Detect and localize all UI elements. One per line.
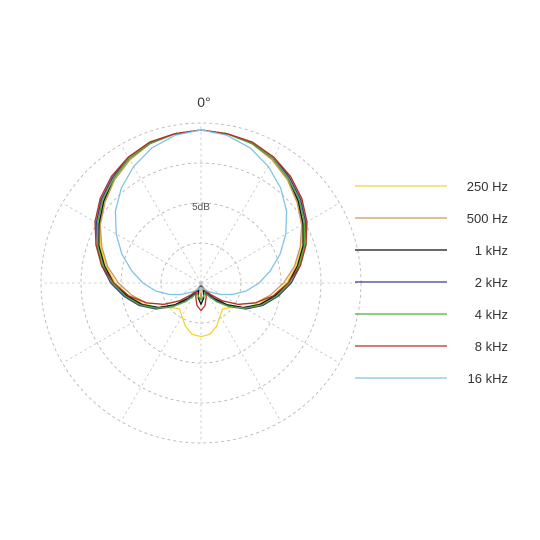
grid-spoke-60deg — [200, 202, 340, 284]
legend-label-4-khz: 4 kHz — [475, 307, 508, 322]
grid-spoke-330deg — [120, 144, 202, 284]
angle-label-0deg: 0° — [197, 94, 210, 110]
series-curve-4-khz — [96, 129, 306, 309]
grid-spoke-150deg — [200, 282, 282, 422]
ring-label-5db: 5dB — [192, 202, 210, 213]
series-curve-2-khz — [95, 129, 307, 310]
polar-grid — [40, 122, 362, 444]
series-curve-16-khz — [114, 129, 288, 296]
series-curve-8-khz — [94, 129, 308, 312]
grid-spoke-120deg — [200, 282, 340, 364]
legend: 250 Hz 500 Hz 1 kHz 2 kHz 4 kHz 8 kHz 16 kHz — [355, 179, 508, 386]
legend-label-16-khz: 16 kHz — [468, 371, 508, 386]
legend-label-8-khz: 8 kHz — [475, 339, 508, 354]
legend-label-1-khz: 1 kHz — [475, 243, 508, 258]
legend-label-250-hz: 250 Hz — [467, 179, 508, 194]
grid-spoke-210deg — [120, 282, 202, 422]
grid-spoke-300deg — [62, 202, 202, 284]
grid-ring-2 — [120, 202, 282, 364]
grid-spoke-30deg — [200, 144, 282, 284]
series-curve-1-khz — [98, 129, 304, 309]
polar-series-group — [94, 129, 308, 338]
grid-ring-3 — [80, 162, 322, 404]
grid-spoke-240deg — [62, 282, 202, 364]
legend-label-500-hz: 500 Hz — [467, 211, 508, 226]
series-curve-500-hz — [99, 129, 303, 306]
legend-label-2-khz: 2 kHz — [475, 275, 508, 290]
